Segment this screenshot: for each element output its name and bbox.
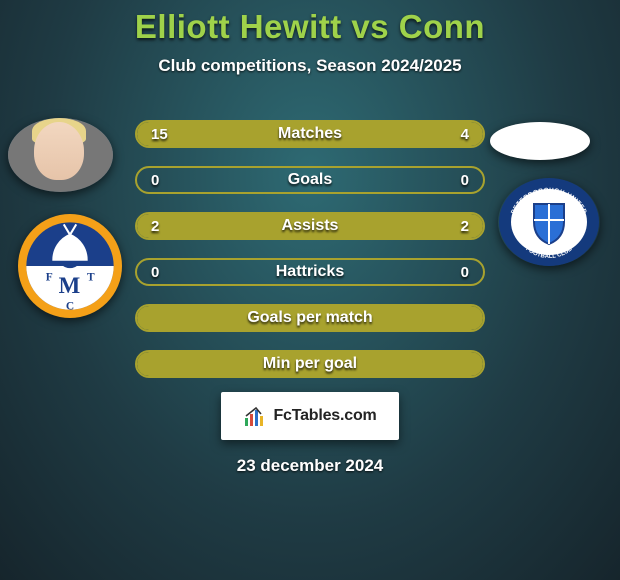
stat-bar-row: Min per goal (135, 350, 485, 378)
stat-bar-value-left: 0 (151, 168, 159, 192)
stat-bar-label: Assists (282, 217, 339, 235)
stat-bar-value-right: 0 (461, 168, 469, 192)
stat-bar-row: Matches 15 4 (135, 120, 485, 148)
stat-bar-label: Hattricks (276, 263, 344, 281)
stat-bar-value-right: 4 (461, 122, 469, 146)
fctables-label: FcTables.com (273, 407, 376, 425)
stat-bar-value-left: 2 (151, 214, 159, 238)
chart-bars-icon (243, 404, 267, 428)
stat-bar-label: Goals per match (247, 309, 372, 327)
page-subtitle: Club competitions, Season 2024/2025 (158, 56, 461, 76)
page-title: Elliott Hewitt vs Conn (135, 8, 485, 46)
footer-date: 23 december 2024 (237, 456, 384, 476)
stat-bar-fill-left (137, 122, 410, 146)
stat-bar-value-left: 15 (151, 122, 168, 146)
stat-bar-label: Goals (288, 171, 332, 189)
stat-bar-row: Hattricks 0 0 (135, 258, 485, 286)
stat-bars: Matches154Goals00Assists22Hattricks00Goa… (135, 120, 485, 378)
stat-bar-label: Matches (278, 125, 342, 143)
stat-bar-value-left: 0 (151, 260, 159, 284)
stat-bar-value-right: 2 (461, 214, 469, 238)
main-content: Elliott Hewitt vs Conn Club competitions… (0, 0, 620, 580)
fctables-badge: FcTables.com (221, 392, 399, 440)
stat-bar-row: Goals 0 0 (135, 166, 485, 194)
stat-bar-value-right: 0 (461, 260, 469, 284)
stat-bar-row: Goals per match (135, 304, 485, 332)
stat-bar-fill-right (410, 122, 483, 146)
stat-bar-row: Assists 2 2 (135, 212, 485, 240)
stat-bar-label: Min per goal (263, 355, 357, 373)
